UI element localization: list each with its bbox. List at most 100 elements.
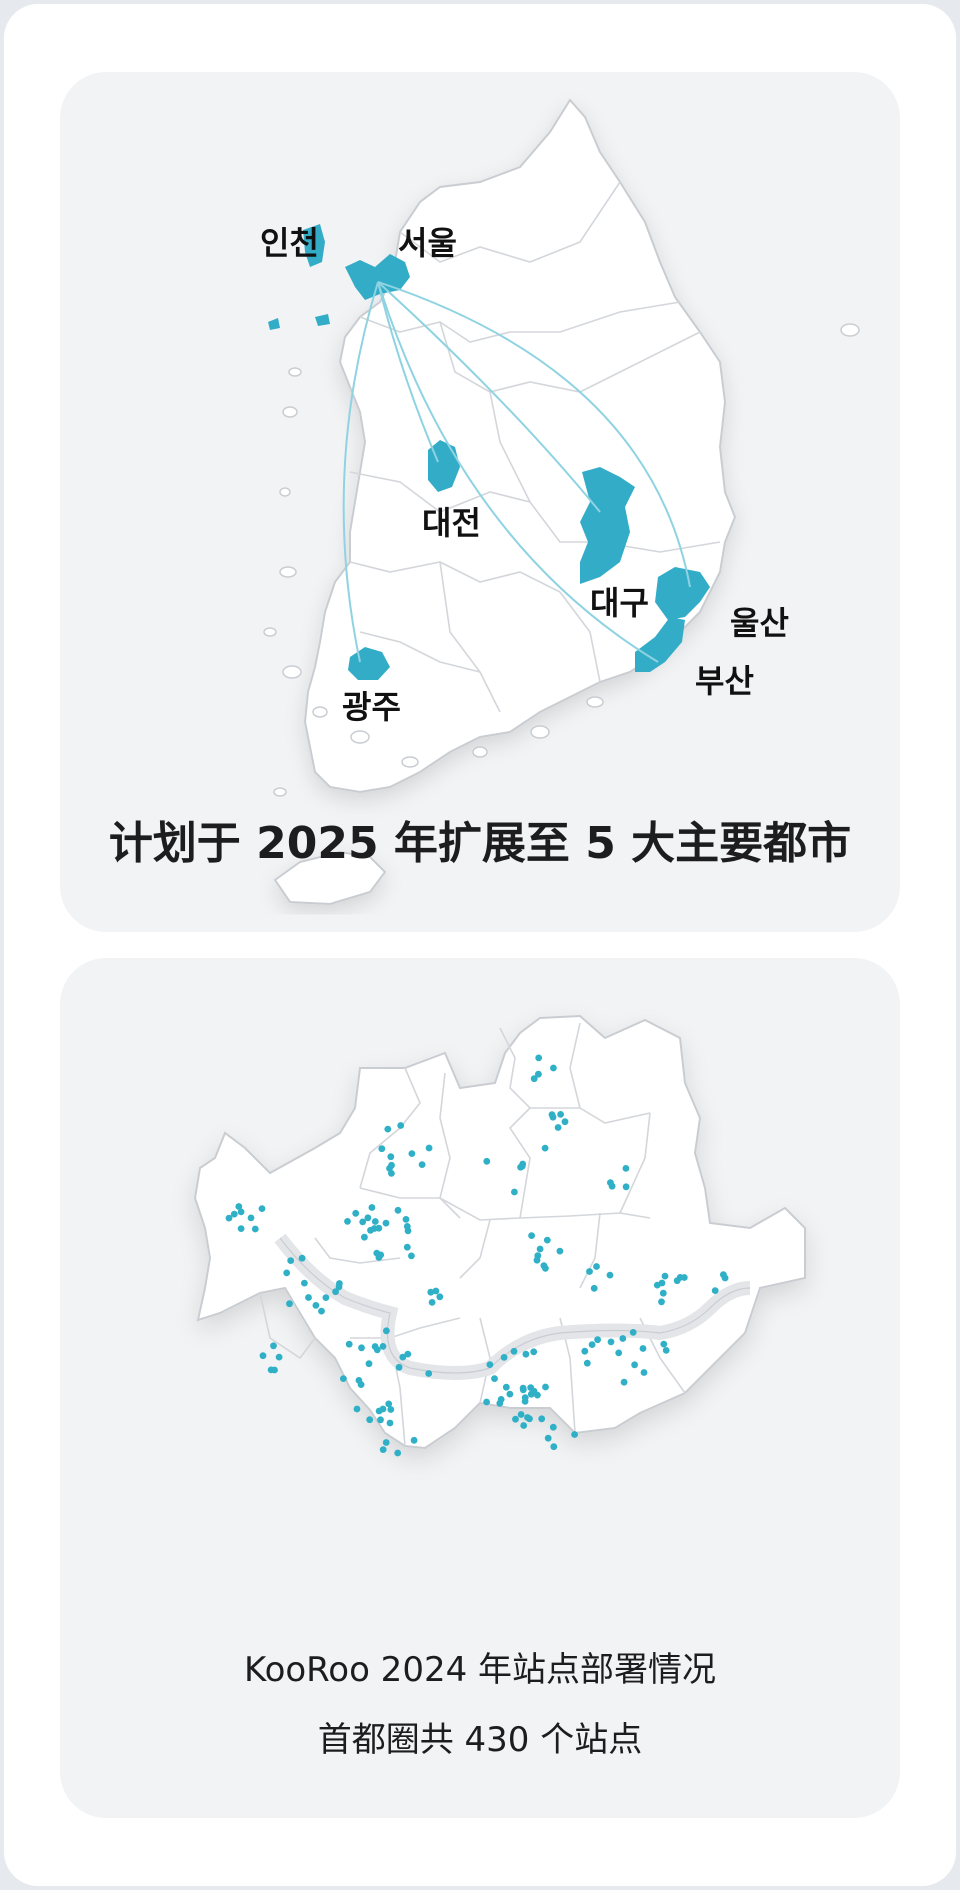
station-dot	[658, 1298, 665, 1306]
station-dot	[368, 1204, 376, 1211]
station-dot	[607, 1179, 614, 1186]
station-dot	[251, 1225, 259, 1233]
station-dot	[267, 1366, 275, 1374]
station-dot	[384, 1125, 392, 1133]
city-label-ulsan: 울산	[730, 604, 789, 642]
station-dot	[382, 1439, 390, 1446]
station-dot	[237, 1225, 245, 1232]
station-dot	[322, 1294, 330, 1301]
station-dot	[524, 1414, 531, 1421]
station-dot	[332, 1288, 339, 1296]
station-dot	[483, 1157, 491, 1165]
station-dots	[225, 1054, 729, 1457]
station-dot	[305, 1294, 312, 1301]
station-dot	[517, 1411, 525, 1418]
station-dot	[408, 1150, 416, 1157]
daegu-region	[580, 467, 635, 584]
station-dot	[557, 1111, 564, 1118]
route-seoul-gwangju	[342, 281, 379, 663]
station-dot	[382, 1219, 390, 1227]
stations-caption-title: KooRoo 2024 年站点部署情况	[243, 1650, 717, 1690]
station-dot	[521, 1394, 529, 1401]
incheon-region	[303, 224, 325, 267]
station-dot	[402, 1216, 410, 1223]
station-dot	[357, 1381, 365, 1388]
station-dot	[358, 1344, 365, 1352]
station-dot	[527, 1390, 535, 1398]
station-dot	[660, 1340, 668, 1348]
station-dot	[543, 1236, 551, 1244]
station-dot	[378, 1145, 386, 1153]
station-dot	[549, 1113, 557, 1121]
station-dot	[335, 1283, 343, 1291]
city-label-busan: 부산	[695, 662, 754, 700]
station-dot	[225, 1214, 233, 1222]
station-dot	[425, 1144, 433, 1152]
station-dot	[540, 1262, 548, 1270]
station-dot	[622, 1183, 630, 1191]
station-dot	[491, 1375, 498, 1382]
station-dot	[615, 1349, 623, 1357]
station-dot	[379, 1343, 387, 1350]
station-dot	[594, 1336, 601, 1344]
station-dot	[556, 1247, 564, 1255]
station-dot	[542, 1383, 549, 1391]
station-dot	[298, 1254, 306, 1262]
station-dot	[606, 1271, 614, 1279]
station-dot	[404, 1350, 412, 1358]
station-dot	[366, 1416, 374, 1424]
seoul-region	[345, 254, 410, 300]
seoul-outline	[193, 1014, 806, 1450]
station-dot	[593, 1263, 600, 1270]
station-dot	[640, 1369, 648, 1376]
station-dot	[590, 1284, 598, 1292]
seoul-map	[193, 1014, 806, 1457]
station-dot	[550, 1443, 558, 1451]
station-dot	[235, 1203, 243, 1210]
station-dot	[352, 1209, 360, 1217]
city-label-daejeon: 대전	[422, 504, 481, 542]
station-dot	[428, 1299, 436, 1306]
station-dot	[631, 1361, 638, 1369]
station-dot	[673, 1277, 681, 1285]
city-label-seoul: 서울	[398, 224, 457, 262]
station-dot	[544, 1434, 552, 1442]
station-dot	[586, 1268, 593, 1275]
station-dot	[622, 1165, 630, 1172]
station-dot	[259, 1352, 267, 1360]
station-dot	[561, 1118, 569, 1126]
station-dot	[283, 1269, 291, 1277]
station-dot	[408, 1252, 415, 1260]
expansion-caption: 计划于 2025 年扩展至 5 大主要都市	[108, 818, 852, 869]
daejeon-region	[428, 440, 460, 492]
route-seoul-busan	[377, 281, 659, 663]
station-dot	[237, 1208, 245, 1216]
station-dot	[528, 1232, 535, 1239]
station-dot	[522, 1350, 530, 1358]
station-dot	[270, 1342, 277, 1350]
station-dot	[680, 1274, 688, 1281]
station-dot	[554, 1124, 562, 1131]
station-dot	[483, 1398, 490, 1406]
province-borders	[349, 181, 721, 713]
station-dot	[500, 1354, 508, 1361]
station-dot	[361, 1233, 368, 1241]
station-dot	[258, 1205, 266, 1212]
route-seoul-daejeon	[377, 281, 439, 463]
city-labels: 인천 서울 대전 대구 울산 부산 광주	[260, 224, 789, 726]
station-dot	[386, 1419, 394, 1427]
station-dot	[367, 1226, 374, 1234]
station-dot	[530, 1348, 538, 1356]
station-dot	[344, 1218, 351, 1225]
station-dot	[399, 1353, 407, 1361]
han-river-edge	[279, 1237, 751, 1374]
station-dot	[519, 1384, 527, 1392]
station-dot	[287, 1257, 295, 1264]
busan-region	[635, 617, 685, 672]
station-dot	[359, 1218, 367, 1226]
station-dot	[711, 1287, 719, 1294]
station-dot	[511, 1188, 518, 1196]
route-seoul-ulsan	[377, 281, 691, 588]
highlighted-cities	[268, 224, 710, 680]
station-dot	[510, 1347, 518, 1355]
